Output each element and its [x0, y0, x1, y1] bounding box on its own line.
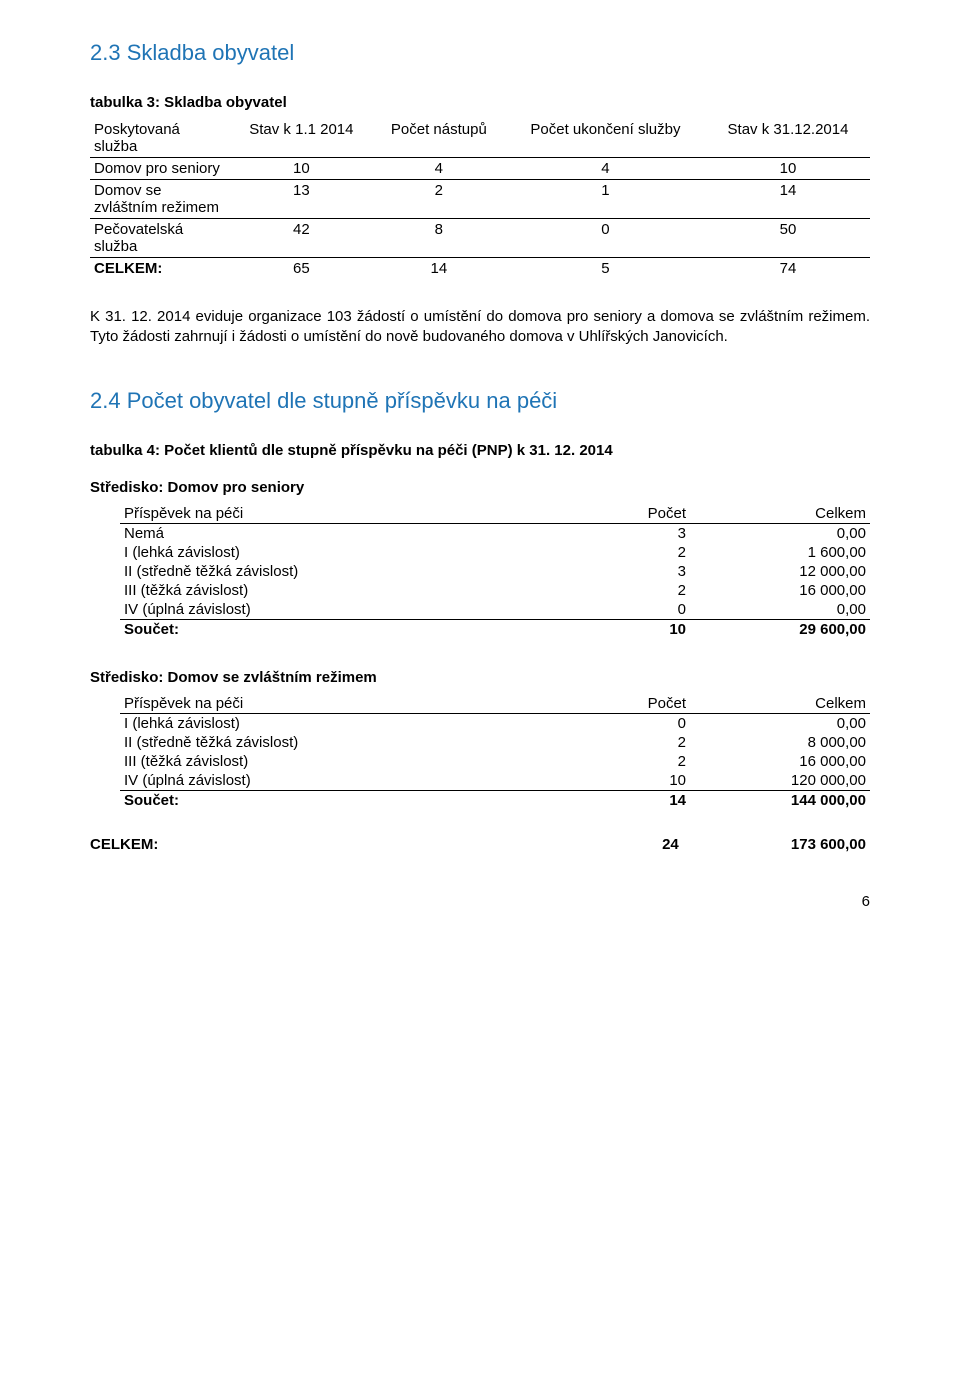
- c2r3b: 2: [555, 752, 690, 771]
- c2r4b: 10: [555, 771, 690, 791]
- t4h1b: Příspěvek na péči: [120, 694, 555, 714]
- t4h3b: Celkem: [690, 694, 870, 714]
- t3-r2c4: 14: [706, 180, 870, 219]
- section-2-3-title: 2.3 Skladba obyvatel: [90, 40, 870, 66]
- t3-r2c1: 13: [230, 180, 373, 219]
- c1r4c: 16 000,00: [690, 581, 870, 600]
- t4h2b: Počet: [555, 694, 690, 714]
- c2r1a: I (lehká závislost): [120, 713, 555, 733]
- center-2-title: Středisko: Domov se zvláštním režimem: [90, 669, 870, 686]
- c1r3c: 12 000,00: [690, 562, 870, 581]
- c2suma: Součet:: [120, 790, 555, 810]
- table-4-caption: tabulka 4: Počet klientů dle stupně přís…: [90, 442, 870, 459]
- c1suma: Součet:: [120, 619, 555, 639]
- t3-r4c4: 74: [706, 258, 870, 280]
- c2sumb: 14: [555, 790, 690, 810]
- t3-r1c2: 4: [373, 158, 505, 180]
- t3-h2: Počet nástupů: [373, 119, 505, 158]
- c1r1c: 0,00: [690, 523, 870, 543]
- grand-label: CELKEM:: [90, 836, 542, 853]
- c2r4a: IV (úplná závislost): [120, 771, 555, 791]
- c1r2c: 1 600,00: [690, 543, 870, 562]
- c1r1b: 3: [555, 523, 690, 543]
- table-3: Poskytovaná služba Stav k 1.1 2014 Počet…: [90, 119, 870, 279]
- t4h3: Celkem: [690, 504, 870, 524]
- c2r3c: 16 000,00: [690, 752, 870, 771]
- center-1-title: Středisko: Domov pro seniory: [90, 479, 870, 496]
- table-3-caption: tabulka 3: Skladba obyvatel: [90, 94, 870, 111]
- c2r2a: II (středně těžká závislost): [120, 733, 555, 752]
- c2sumc: 144 000,00: [690, 790, 870, 810]
- t3-r1c0: Domov pro seniory: [90, 158, 230, 180]
- t3-r2c3: 1: [505, 180, 706, 219]
- c2r1b: 0: [555, 713, 690, 733]
- c2r4c: 120 000,00: [690, 771, 870, 791]
- c2r2b: 2: [555, 733, 690, 752]
- t3-r4c2: 14: [373, 258, 505, 280]
- table-4-center-2: Příspěvek na péči Počet Celkem I (lehká …: [120, 694, 870, 810]
- page-number: 6: [90, 893, 870, 910]
- t3-r4c1: 65: [230, 258, 373, 280]
- t3-h0: Poskytovaná služba: [90, 119, 230, 158]
- t4h2: Počet: [555, 504, 690, 524]
- c2r1c: 0,00: [690, 713, 870, 733]
- c1r5c: 0,00: [690, 600, 870, 620]
- paragraph-2-3: K 31. 12. 2014 eviduje organizace 103 žá…: [90, 307, 870, 348]
- c1r3b: 3: [555, 562, 690, 581]
- t3-r3c0: Pečovatelská služba: [90, 219, 230, 258]
- c1r4b: 2: [555, 581, 690, 600]
- c1r5b: 0: [555, 600, 690, 620]
- t3-r1c1: 10: [230, 158, 373, 180]
- table-4-center-1: Příspěvek na péči Počet Celkem Nemá30,00…: [120, 504, 870, 639]
- c1r2b: 2: [555, 543, 690, 562]
- t3-r2c0: Domov se zvláštním režimem: [90, 180, 230, 219]
- t3-r3c2: 8: [373, 219, 505, 258]
- c2r3a: III (těžká závislost): [120, 752, 555, 771]
- t3-r4c0: CELKEM:: [90, 258, 230, 280]
- t3-r3c3: 0: [505, 219, 706, 258]
- t3-h4: Stav k 31.12.2014: [706, 119, 870, 158]
- t3-r3c1: 42: [230, 219, 373, 258]
- c1r1a: Nemá: [120, 523, 555, 543]
- grand-sum: 173 600,00: [683, 836, 870, 853]
- c1r5a: IV (úplná závislost): [120, 600, 555, 620]
- c1r4a: III (těžká závislost): [120, 581, 555, 600]
- grand-count: 24: [542, 836, 682, 853]
- t3-r1c3: 4: [505, 158, 706, 180]
- t3-h1: Stav k 1.1 2014: [230, 119, 373, 158]
- t3-r4c3: 5: [505, 258, 706, 280]
- c1r2a: I (lehká závislost): [120, 543, 555, 562]
- section-2-4-title: 2.4 Počet obyvatel dle stupně příspěvku …: [90, 388, 870, 414]
- t3-r2c2: 2: [373, 180, 505, 219]
- c1sumb: 10: [555, 619, 690, 639]
- t3-r3c4: 50: [706, 219, 870, 258]
- t4h1: Příspěvek na péči: [120, 504, 555, 524]
- grand-total-row: CELKEM: 24 173 600,00: [90, 836, 870, 853]
- c1sumc: 29 600,00: [690, 619, 870, 639]
- c1r3a: II (středně těžká závislost): [120, 562, 555, 581]
- t3-r1c4: 10: [706, 158, 870, 180]
- c2r2c: 8 000,00: [690, 733, 870, 752]
- t3-h3: Počet ukončení služby: [505, 119, 706, 158]
